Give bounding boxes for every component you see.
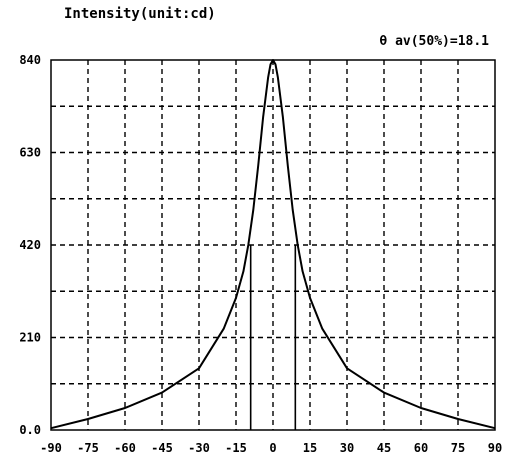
y-tick-label: 210 [19, 331, 41, 345]
x-tick-label: 60 [414, 441, 428, 455]
chart-title: Intensity(unit:cd) [64, 6, 216, 22]
y-tick-label: 420 [19, 238, 41, 252]
x-tick-label: -15 [225, 441, 247, 455]
y-tick-label: 840 [19, 53, 41, 67]
x-tick-label: -45 [151, 441, 173, 455]
half-angle-annotation: θ av(50%)=18.1 [379, 34, 489, 49]
x-tick-label: -60 [114, 441, 136, 455]
y-tick-label: 630 [19, 146, 41, 160]
x-tick-label: -30 [188, 441, 210, 455]
x-tick-label: 75 [451, 441, 465, 455]
x-tick-label: 15 [303, 441, 317, 455]
x-tick-label: -75 [77, 441, 99, 455]
y-tick-label: 0.0 [19, 423, 41, 437]
x-tick-label: -90 [40, 441, 62, 455]
x-tick-label: 0 [269, 441, 276, 455]
x-tick-label: 30 [340, 441, 354, 455]
intensity-curve [50, 59, 496, 430]
x-tick-label: 45 [377, 441, 391, 455]
x-tick-label: 90 [488, 441, 502, 455]
